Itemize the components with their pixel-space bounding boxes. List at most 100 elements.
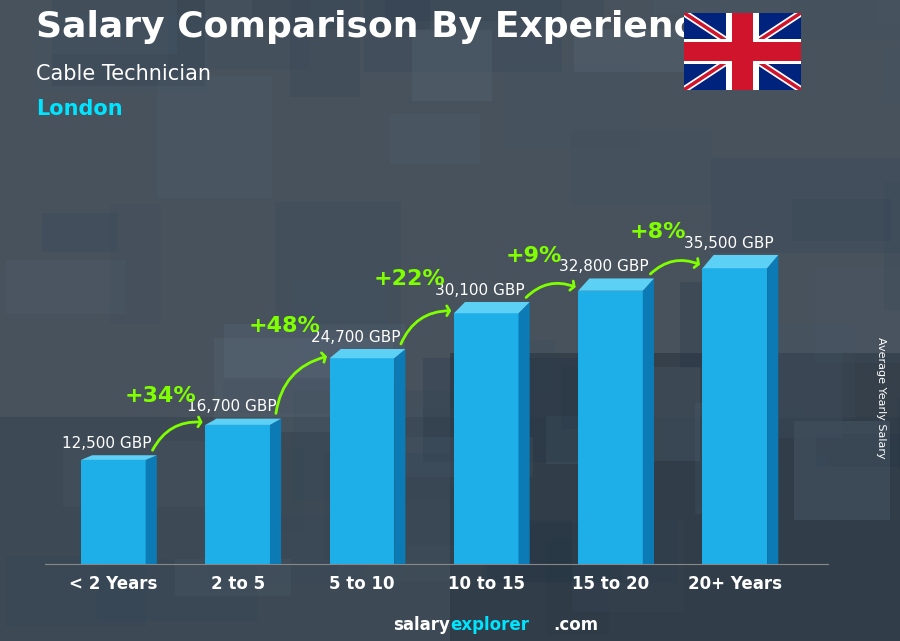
Bar <box>546 416 644 464</box>
Bar <box>816 435 900 467</box>
Bar <box>110 204 161 324</box>
Bar <box>224 324 405 378</box>
Polygon shape <box>394 349 405 564</box>
Bar <box>411 29 491 101</box>
Bar <box>168 0 310 69</box>
Polygon shape <box>329 349 405 358</box>
Bar <box>511 524 623 581</box>
Text: .com: .com <box>554 616 598 634</box>
Bar <box>574 29 704 72</box>
Bar <box>578 291 643 564</box>
Bar <box>6 556 146 626</box>
Bar <box>52 0 177 54</box>
Bar <box>423 358 627 462</box>
Bar <box>291 0 360 97</box>
Bar <box>454 313 518 564</box>
Text: 35,500 GBP: 35,500 GBP <box>684 236 773 251</box>
Polygon shape <box>81 455 157 460</box>
Bar <box>450 353 900 641</box>
Bar <box>662 408 805 507</box>
Bar <box>252 0 430 29</box>
Bar <box>324 453 464 560</box>
Bar <box>749 455 827 505</box>
Text: 24,700 GBP: 24,700 GBP <box>311 330 400 345</box>
Bar <box>0 0 900 417</box>
Bar <box>338 545 487 581</box>
Bar <box>684 42 801 62</box>
Polygon shape <box>578 278 654 291</box>
Bar <box>223 379 404 413</box>
Bar <box>175 558 292 595</box>
Bar <box>292 280 387 392</box>
Text: salary: salary <box>393 616 450 634</box>
Text: +34%: +34% <box>125 386 196 406</box>
Bar <box>37 15 208 93</box>
Bar <box>220 447 304 533</box>
Text: 12,500 GBP: 12,500 GBP <box>62 436 152 451</box>
Bar <box>726 324 855 419</box>
Bar <box>653 0 791 15</box>
Bar <box>815 269 900 363</box>
Bar <box>97 558 256 621</box>
Bar <box>545 539 609 635</box>
Polygon shape <box>270 419 281 564</box>
Polygon shape <box>205 419 281 425</box>
Polygon shape <box>518 302 530 564</box>
Bar <box>63 440 230 507</box>
Bar <box>364 0 562 72</box>
Polygon shape <box>643 278 654 564</box>
Bar <box>884 47 900 103</box>
Bar <box>385 0 604 21</box>
Bar <box>684 39 801 64</box>
Text: 16,700 GBP: 16,700 GBP <box>186 399 276 415</box>
Text: London: London <box>36 99 122 119</box>
Bar <box>205 425 270 564</box>
Text: +9%: +9% <box>505 246 562 266</box>
Bar <box>6 260 126 313</box>
Text: +48%: +48% <box>249 317 320 337</box>
Bar <box>695 403 741 513</box>
Bar <box>507 340 554 394</box>
Bar <box>391 114 481 164</box>
Bar <box>482 520 678 583</box>
Bar <box>333 408 522 486</box>
Text: explorer: explorer <box>450 616 529 634</box>
Bar <box>650 367 699 461</box>
Bar <box>571 129 712 204</box>
Text: 30,100 GBP: 30,100 GBP <box>436 283 525 298</box>
Bar <box>792 199 891 241</box>
Bar <box>52 0 205 86</box>
Bar <box>329 358 394 564</box>
Bar <box>81 460 146 564</box>
Bar <box>795 420 889 520</box>
Bar <box>766 353 842 438</box>
Bar <box>41 213 118 251</box>
Text: 32,800 GBP: 32,800 GBP <box>560 260 649 274</box>
Bar <box>875 0 900 24</box>
Polygon shape <box>454 302 530 313</box>
Bar <box>703 268 767 564</box>
Polygon shape <box>146 455 157 564</box>
Text: +22%: +22% <box>374 269 445 290</box>
Bar <box>726 13 759 90</box>
Bar <box>157 76 272 198</box>
Bar <box>274 202 400 329</box>
Polygon shape <box>767 255 778 564</box>
Bar <box>338 0 514 31</box>
Text: Cable Technician: Cable Technician <box>36 64 211 84</box>
Bar <box>210 514 365 583</box>
Text: +8%: +8% <box>629 222 686 242</box>
Bar <box>293 390 466 500</box>
Bar <box>711 158 900 253</box>
Bar <box>898 399 900 470</box>
Text: Average Yearly Salary: Average Yearly Salary <box>877 337 886 458</box>
Text: Salary Comparison By Experience: Salary Comparison By Experience <box>36 10 719 44</box>
Bar <box>213 338 393 433</box>
Bar <box>561 367 617 429</box>
Bar <box>680 282 762 369</box>
Bar <box>505 65 639 147</box>
Bar <box>698 0 900 39</box>
Bar <box>732 13 753 90</box>
Polygon shape <box>703 255 778 268</box>
Bar <box>884 182 900 310</box>
